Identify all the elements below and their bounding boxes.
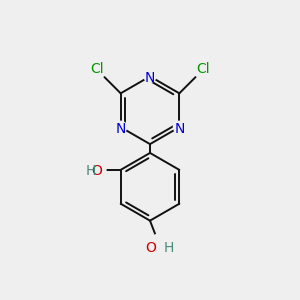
Circle shape	[152, 235, 163, 245]
Text: N: N	[145, 71, 155, 85]
Circle shape	[144, 70, 156, 82]
Text: O: O	[145, 241, 156, 255]
Circle shape	[115, 121, 127, 133]
Text: Cl: Cl	[90, 62, 104, 76]
Text: O: O	[92, 164, 102, 178]
Circle shape	[173, 121, 185, 133]
Text: H: H	[86, 164, 96, 178]
Text: N: N	[116, 122, 126, 136]
Text: N: N	[174, 122, 184, 136]
Text: Cl: Cl	[196, 62, 210, 76]
Circle shape	[95, 165, 106, 175]
Text: H: H	[164, 241, 174, 255]
